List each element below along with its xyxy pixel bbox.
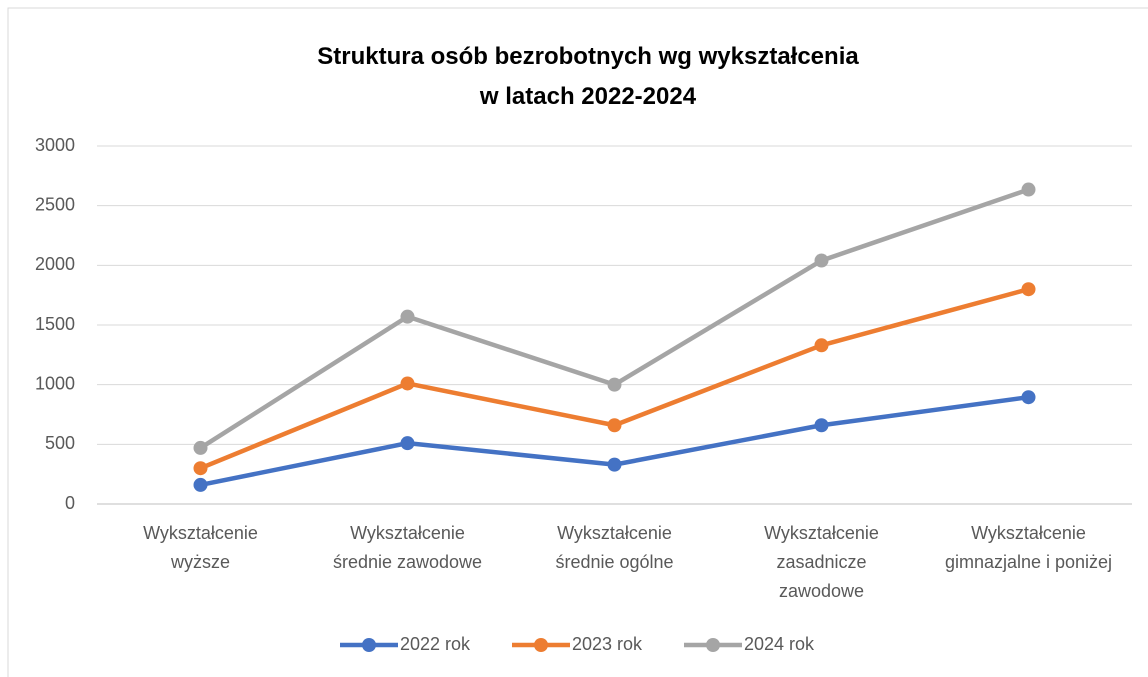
legend-label: 2022 rok [400,634,471,654]
y-tick-label: 0 [65,493,75,513]
x-tick-label: Wykształcenie średnie zawodowe [333,523,482,572]
legend-marker [362,638,376,652]
point [814,418,829,433]
x-tick-label: Wykształcenie zasadnicze zawodowe [764,523,879,601]
x-tick-label: Wykształcenie średnie ogólne [555,523,673,572]
point [607,377,622,392]
point [1021,390,1036,405]
point [400,376,415,391]
y-tick-label: 1000 [35,373,75,393]
point [400,436,415,451]
legend-marker [706,638,720,652]
point [400,309,415,324]
chart-border [7,7,1148,677]
legend-marker [534,638,548,652]
y-tick-label: 2000 [35,254,75,274]
point [1021,282,1036,297]
legend-label: 2023 rok [572,634,643,654]
point [193,440,208,455]
point [814,253,829,268]
y-tick-label: 2500 [35,194,75,214]
point [193,477,208,492]
legend-label: 2024 rok [744,634,815,654]
point [814,338,829,353]
chart-title: Struktura osób bezrobotnych wg wykształc… [317,43,859,110]
x-tick-label: Wykształcenie wyższe [143,523,258,572]
x-tick-label: Wykształcenie gimnazjalne i poniżej [945,523,1112,572]
y-tick-label: 1500 [35,314,75,334]
y-tick-label: 3000 [35,135,75,155]
point [1021,182,1036,197]
y-tick-label: 500 [45,433,75,453]
point [607,457,622,472]
point [607,418,622,433]
point [193,461,208,476]
